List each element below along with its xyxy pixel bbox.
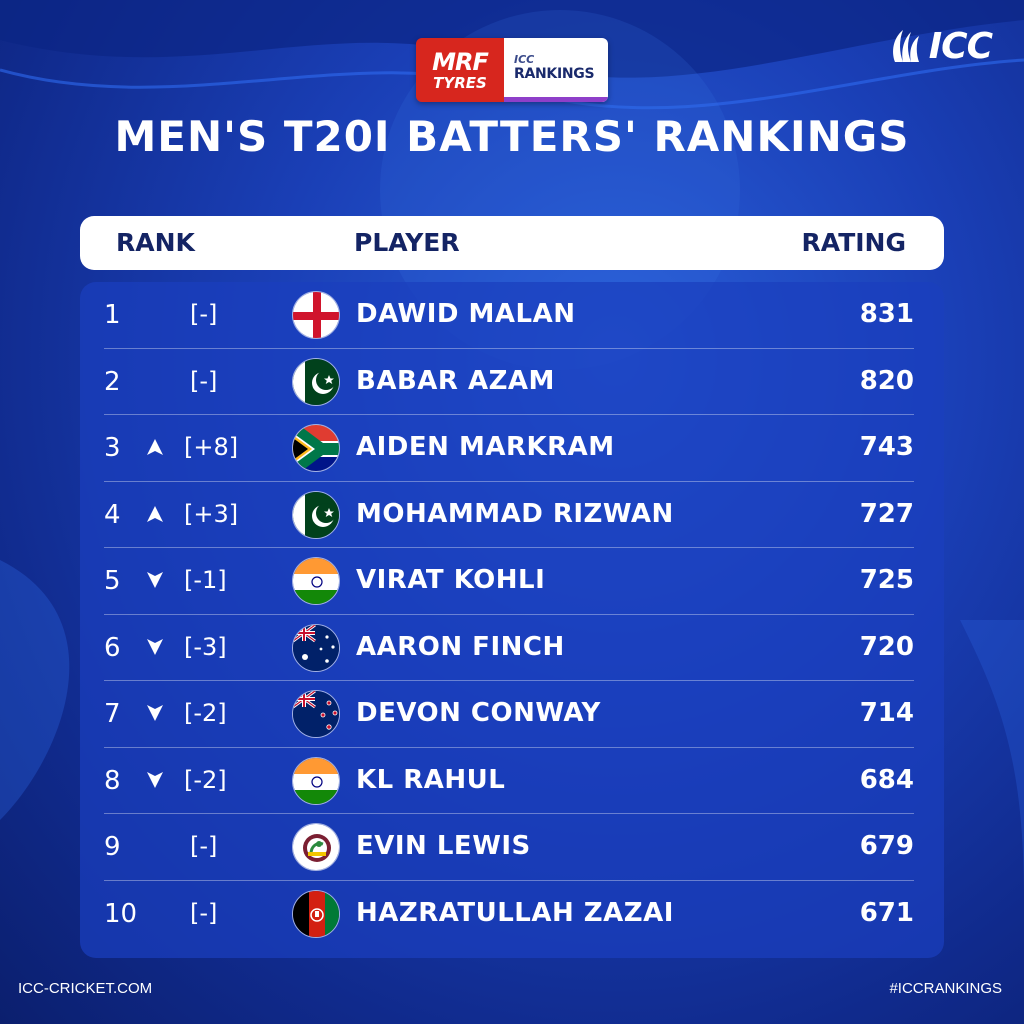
rank-change: [-3]	[184, 632, 227, 661]
footer-hashtag: #ICCRANKINGS	[889, 980, 1002, 997]
rank-number: 6	[104, 632, 121, 663]
rank-number: 2	[104, 366, 121, 397]
rank-number: 3	[104, 433, 121, 463]
player-rating: 725	[859, 565, 914, 595]
rank-change: [-]	[190, 832, 218, 860]
rank-number: 4	[104, 499, 121, 530]
icc-rankings-logo: ICC RANKINGS	[504, 38, 608, 102]
page-title: MEN'S T20I BATTERS' RANKINGS	[114, 112, 910, 161]
player-rating: 671	[859, 897, 914, 928]
rank-change: [-]	[190, 898, 218, 927]
arrow-down-icon	[146, 638, 164, 656]
footer-website: ICC-CRICKET.COM	[18, 980, 153, 997]
icc-logo: ICC	[889, 24, 993, 68]
table-row: 9 [-] EVIN LEWIS 679	[104, 814, 914, 881]
tyres-text: TYRES	[433, 73, 487, 92]
pakistan-flag-icon	[292, 357, 340, 406]
rank-change: [-2]	[184, 765, 227, 794]
player-rating: 727	[859, 498, 914, 529]
player-name: EVIN LEWIS	[356, 831, 531, 861]
table-row: 1 [-] DAWID MALAN 831	[104, 282, 914, 349]
rank-change: [+3]	[184, 499, 239, 528]
player-rating: 831	[859, 299, 914, 329]
table-header: RANK PLAYER RATING	[80, 216, 944, 270]
rankings-table: 1 [-] DAWID MALAN 831 2 [-] BABAR AZAM 820 3 [+8]…	[80, 282, 944, 958]
rankings-text: RANKINGS	[514, 66, 595, 82]
rank-number: 8	[104, 765, 121, 796]
rank-number: 7	[104, 699, 121, 729]
arrow-down-icon	[146, 771, 164, 789]
player-name: DAWID MALAN	[356, 299, 576, 329]
rank-change: [-]	[190, 366, 218, 395]
icc-ball-logo-icon	[892, 30, 919, 62]
india-flag-icon	[292, 557, 340, 605]
table-row: 5 [-1] VIRAT KOHLI 725	[104, 548, 914, 615]
arrow-down-icon	[146, 571, 164, 589]
arrow-up-icon	[146, 505, 164, 523]
arrow-down-icon	[146, 704, 164, 722]
west-indies-flag-icon	[292, 823, 340, 871]
player-name: AIDEN MARKRAM	[356, 432, 615, 462]
player-rating: 820	[859, 365, 914, 396]
rankings-icc-text: ICC	[514, 53, 535, 66]
rank-change: [-1]	[184, 566, 227, 594]
table-row: 2 [-] BABAR AZAM 820	[104, 349, 914, 415]
player-rating: 684	[859, 764, 914, 795]
player-rating: 743	[859, 432, 914, 462]
table-row: 8 [-2] KL RAHUL 684	[104, 748, 914, 814]
player-name: HAZRATULLAH ZAZAI	[356, 897, 674, 928]
player-name: AARON FINCH	[356, 631, 565, 662]
player-rating: 720	[859, 631, 914, 662]
rank-number: 5	[104, 566, 121, 596]
afghanistan-flag-icon	[292, 889, 340, 938]
england-flag-icon	[292, 291, 340, 339]
column-header-rating: RATING	[801, 228, 906, 257]
south-africa-flag-icon	[292, 424, 340, 472]
player-name: MOHAMMAD RIZWAN	[356, 498, 674, 529]
rank-number: 9	[104, 832, 121, 862]
player-name: DEVON CONWAY	[356, 698, 601, 728]
player-name: BABAR AZAM	[356, 365, 555, 396]
icc-logo-text: ICC	[928, 25, 993, 67]
arrow-up-icon	[146, 438, 164, 456]
mrf-text: MRF	[432, 47, 489, 76]
rank-number: 1	[104, 300, 121, 330]
player-name: KL RAHUL	[356, 764, 506, 795]
table-row: 3 [+8] AIDEN MARKRAM 743	[104, 415, 914, 482]
pakistan-flag-icon	[292, 490, 340, 539]
rank-number: 10	[104, 898, 138, 929]
rank-change: [-]	[190, 300, 218, 328]
player-rating: 714	[859, 698, 914, 728]
rank-change: [-2]	[184, 699, 227, 727]
table-row: 7 [-2] DEVON CONWAY 714	[104, 681, 914, 748]
india-flag-icon	[292, 756, 340, 805]
player-rating: 679	[859, 831, 914, 861]
column-header-rank: RANK	[116, 228, 195, 257]
table-row: 10 [-] HAZRATULLAH ZAZAI 671	[104, 881, 914, 948]
australia-flag-icon	[292, 623, 340, 672]
table-row: 4 [+3] MOHAMMAD RIZWAN 727	[104, 482, 914, 548]
player-name: VIRAT KOHLI	[356, 565, 546, 595]
rank-change: [+8]	[184, 433, 239, 461]
mrf-tyres-logo: MRF TYRES	[416, 38, 504, 102]
column-header-player: PLAYER	[354, 228, 460, 257]
new-zealand-flag-icon	[292, 690, 340, 738]
table-row: 6 [-3] AARON FINCH 720	[104, 615, 914, 681]
sponsor-badge: MRF TYRES ICC RANKINGS	[416, 38, 608, 102]
